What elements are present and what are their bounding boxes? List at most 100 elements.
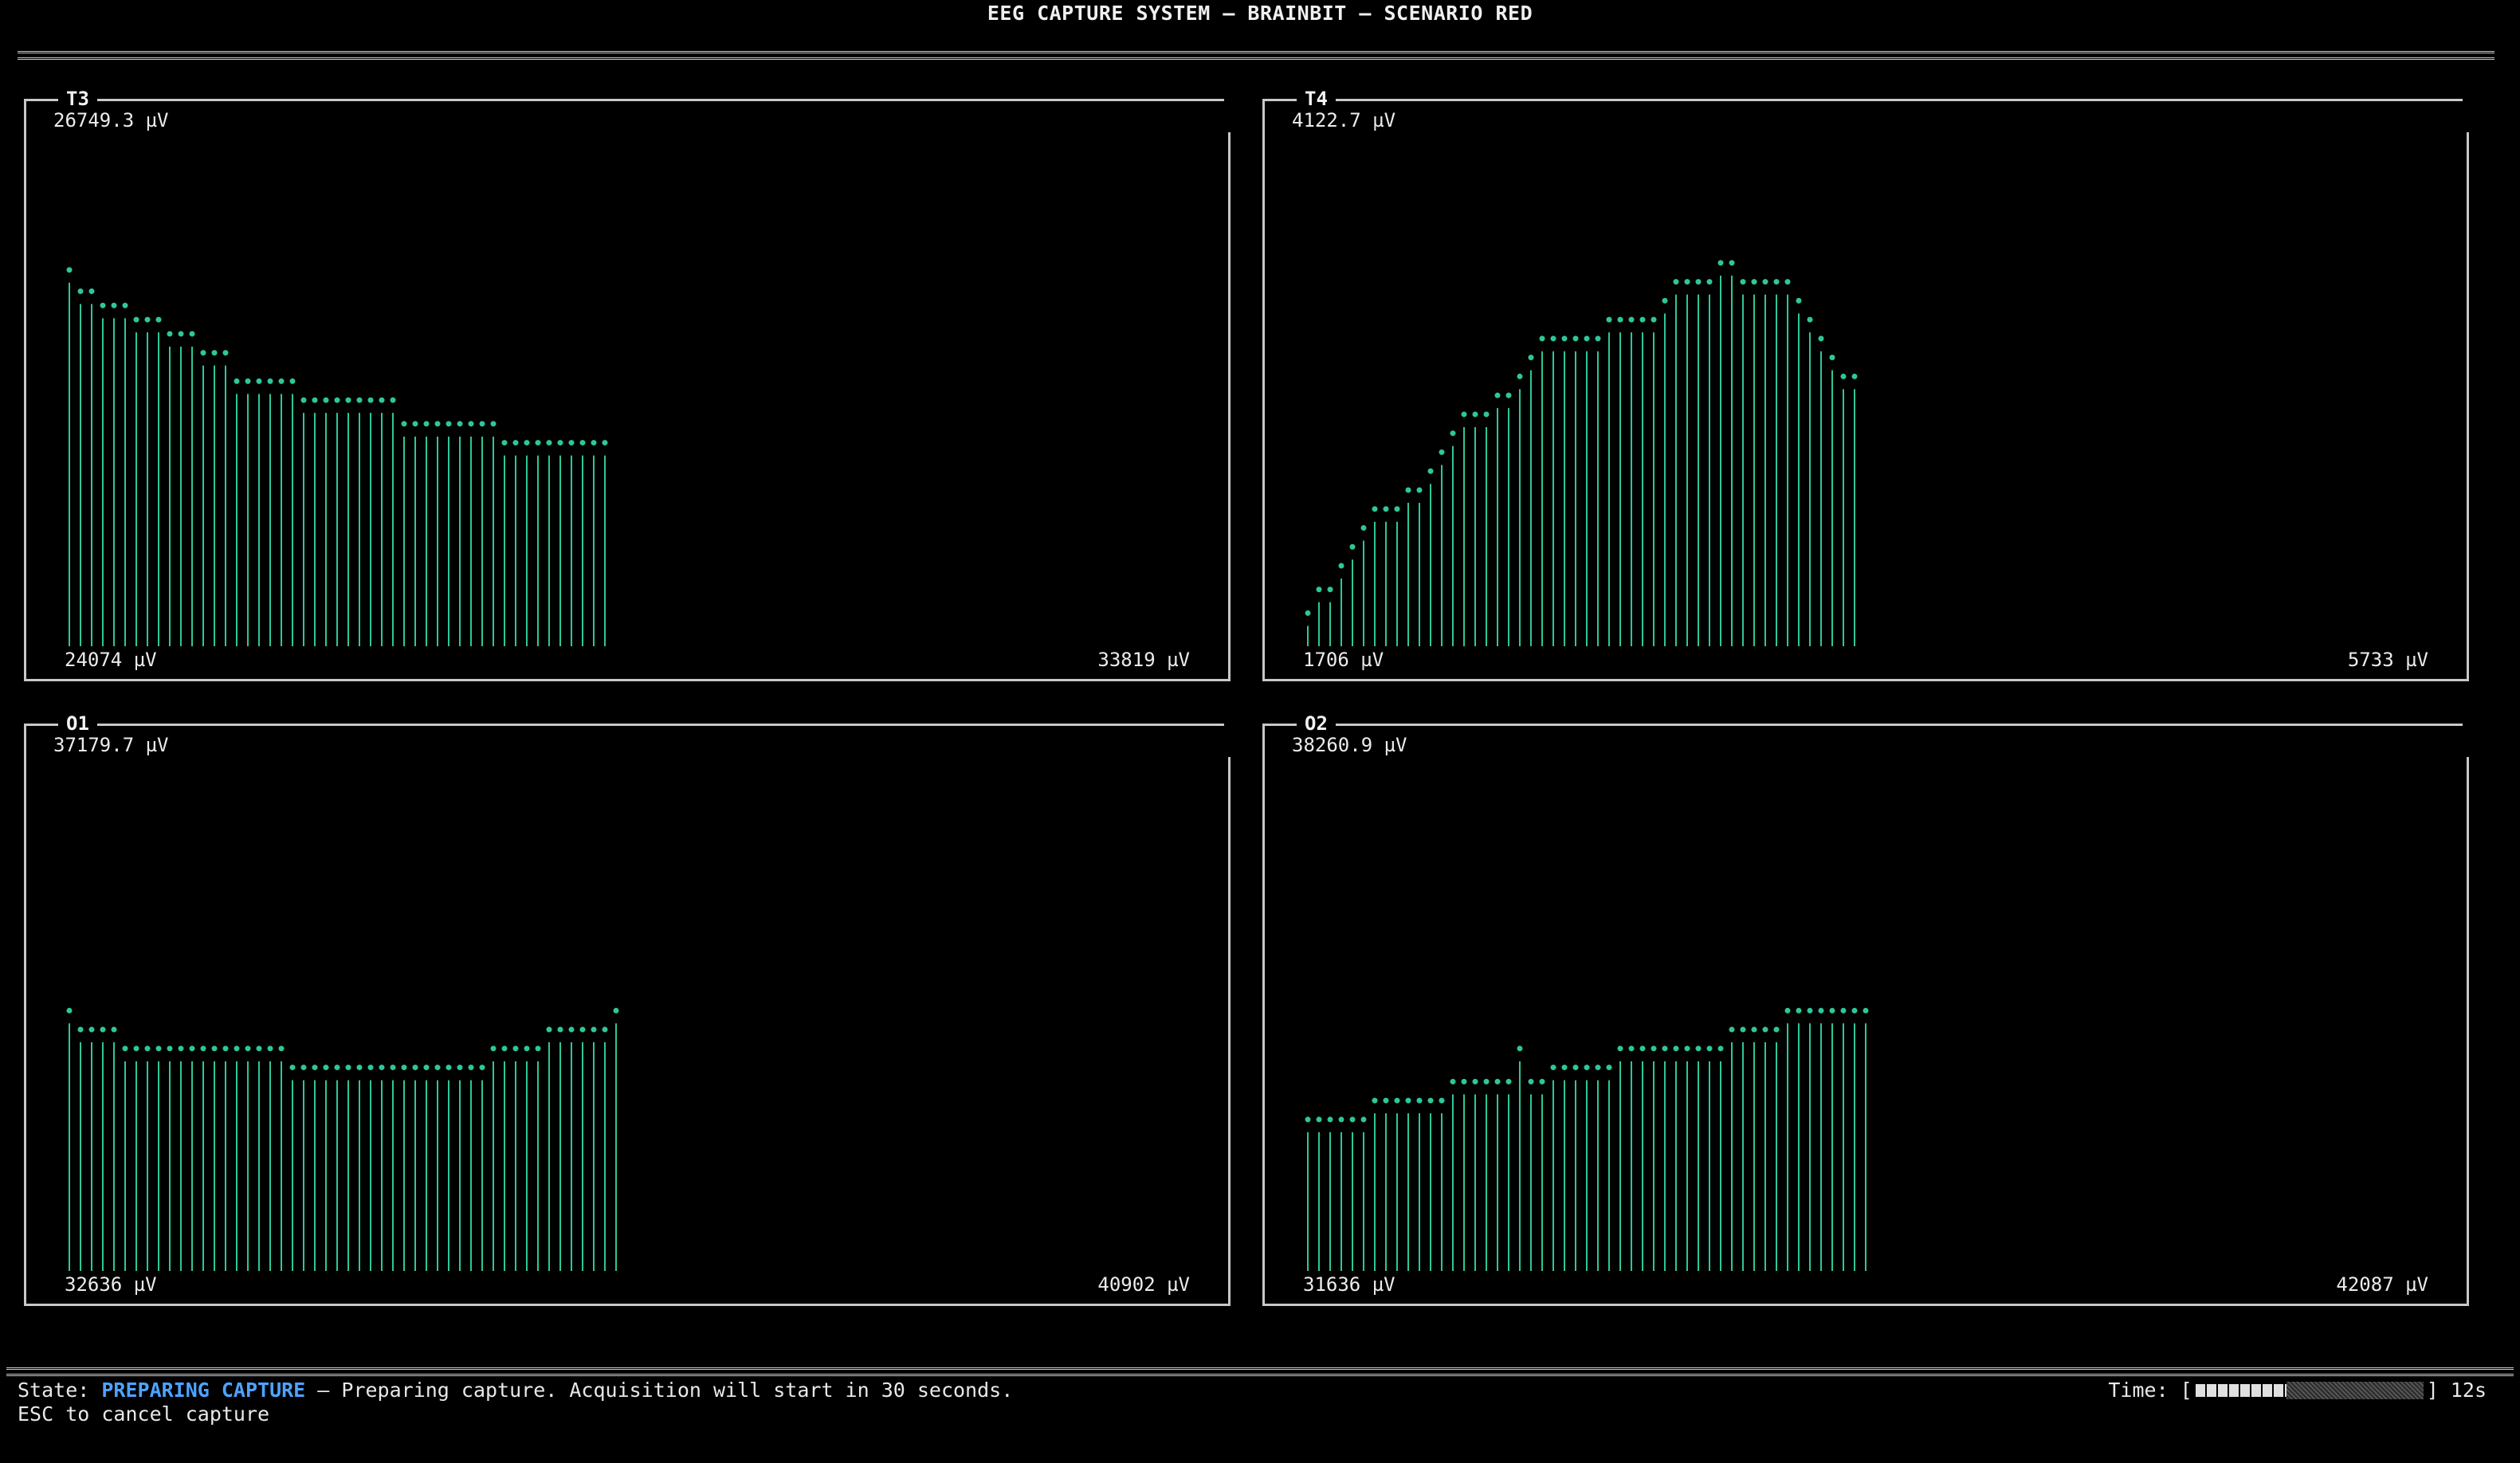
sample-point: [1840, 1007, 1847, 1014]
channel-panel-t3: T3 26749.3 µV 24074 µV 33819 µV: [24, 87, 1231, 681]
sample-point: [1729, 260, 1735, 266]
sample-point: [1517, 1045, 1523, 1052]
sample-point: [334, 1065, 340, 1071]
peak-value: 38260.9 µV: [1292, 734, 1407, 756]
sample-point: [1695, 1045, 1702, 1052]
sample-point: [178, 1045, 184, 1052]
sample-point: [1595, 1065, 1601, 1071]
sample-point: [222, 1045, 229, 1052]
sample-point: [1662, 1045, 1668, 1052]
sample-point: [88, 1026, 95, 1033]
sample-point: [1327, 586, 1333, 593]
sample-point: [1784, 279, 1791, 285]
sample-point: [356, 397, 363, 403]
sample-point: [546, 440, 552, 446]
sample-point: [535, 1045, 541, 1052]
sample-point: [490, 1045, 497, 1052]
sample-point: [1818, 335, 1824, 342]
sample-point: [278, 1045, 285, 1052]
sample-point: [1762, 1026, 1768, 1033]
sample-point: [256, 378, 262, 384]
cancel-hint: ESC to cancel capture: [18, 1402, 270, 1426]
sample-point: [1706, 1045, 1713, 1052]
sample-point: [1617, 316, 1623, 323]
sample-point: [189, 1045, 195, 1052]
sample-point: [1472, 1078, 1478, 1085]
sample-point: [412, 1065, 418, 1071]
sample-point: [1807, 316, 1813, 323]
signal-plot: [1305, 260, 1858, 646]
sample-point: [234, 378, 240, 384]
sample-point: [367, 1065, 374, 1071]
sample-point: [1360, 525, 1367, 531]
sample-point: [1316, 1116, 1322, 1123]
channel-panel-o2: O2 38260.9 µV 31636 µV 42087 µV: [1262, 712, 2469, 1306]
sample-point: [312, 397, 318, 403]
sample-point: [200, 1045, 206, 1052]
sample-point: [1505, 392, 1512, 398]
sample-point: [1796, 297, 1802, 304]
signal-plot: [1305, 1007, 1869, 1271]
sample-point: [1773, 1026, 1780, 1033]
range-max-label: 5733 µV: [2347, 649, 2428, 671]
sample-point: [345, 397, 351, 403]
sample-point: [1829, 1007, 1835, 1014]
channel-label: T4: [1297, 87, 1336, 111]
sample-point: [390, 397, 396, 403]
channel-label: O1: [58, 712, 97, 735]
sample-point: [434, 421, 441, 427]
sample-point: [1662, 297, 1668, 304]
signal-plot: [66, 267, 608, 646]
sample-point: [1494, 392, 1501, 398]
sample-point: [1439, 1097, 1445, 1104]
sample-point: [245, 378, 251, 384]
sample-point: [1572, 1065, 1579, 1071]
sample-point: [1706, 279, 1713, 285]
sample-point: [602, 440, 608, 446]
sample-point: [1349, 1116, 1356, 1123]
sample-point: [300, 1065, 307, 1071]
sample-point: [1550, 335, 1556, 342]
sample-point: [1517, 373, 1523, 379]
sample-point: [1416, 1097, 1423, 1104]
sample-point: [1305, 1116, 1311, 1123]
sample-point: [1651, 1045, 1657, 1052]
sample-point: [546, 1026, 552, 1033]
sample-point: [345, 1065, 351, 1071]
sample-point: [133, 1045, 139, 1052]
sample-point: [1439, 449, 1445, 455]
sample-point: [1818, 1007, 1824, 1014]
sample-point: [155, 1045, 162, 1052]
sample-point: [379, 397, 385, 403]
sample-point: [278, 378, 285, 384]
sample-point: [501, 440, 508, 446]
sample-point: [77, 288, 84, 294]
sample-point: [434, 1065, 441, 1071]
sample-point: [1740, 279, 1746, 285]
sample-point: [468, 1065, 474, 1071]
sample-point: [1784, 1007, 1791, 1014]
sample-point: [501, 1045, 508, 1052]
status-line: State: PREPARING CAPTURE — Preparing cap…: [18, 1379, 1013, 1402]
peak-value: 37179.7 µV: [53, 734, 169, 756]
sample-point: [1773, 279, 1780, 285]
sample-point: [1584, 1065, 1590, 1071]
timer-close: ]: [2426, 1379, 2451, 1402]
sample-point: [1539, 1078, 1545, 1085]
sample-point: [1717, 1045, 1724, 1052]
sample-point: [100, 1026, 106, 1033]
sample-point: [1394, 1097, 1400, 1104]
sample-point: [245, 1045, 251, 1052]
capture-timer: Time: [ ] 12s: [2108, 1379, 2487, 1402]
sample-point: [1372, 506, 1378, 512]
sample-point: [1572, 335, 1579, 342]
channel-label: T3: [58, 87, 97, 111]
sample-point: [568, 440, 575, 446]
sample-point: [88, 288, 95, 294]
sample-point: [1639, 316, 1646, 323]
sample-point: [479, 421, 485, 427]
sample-point: [1606, 316, 1612, 323]
sample-point: [457, 1065, 463, 1071]
sample-point: [1851, 373, 1858, 379]
sample-point: [568, 1026, 575, 1033]
